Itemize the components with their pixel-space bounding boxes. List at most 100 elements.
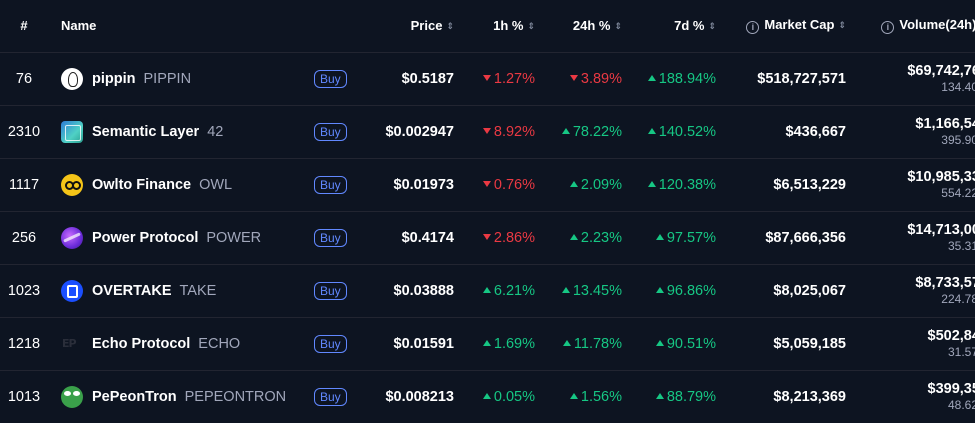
buy-button[interactable]: Buy xyxy=(314,281,347,300)
info-icon[interactable]: i xyxy=(881,21,895,35)
change-24h-cell: 1.56% xyxy=(535,370,622,423)
change-7d-header-label: 7d % xyxy=(674,18,705,34)
triangle-up-icon xyxy=(569,392,578,399)
table-row[interactable]: 1023 OVERTAKE TAKE Buy $0.03888 6.21% 13… xyxy=(0,264,975,317)
triangle-up-icon xyxy=(482,392,491,399)
coin-name[interactable]: Power Protocol xyxy=(92,229,199,246)
buy-cell: Buy xyxy=(314,370,353,423)
market-cap-cell: $8,025,067 xyxy=(716,264,846,317)
rank-value: 2310 xyxy=(7,123,41,140)
rank-header-label: # xyxy=(20,18,28,34)
name-cell[interactable]: Power Protocol POWER xyxy=(48,211,314,264)
buy-cell: Buy xyxy=(314,52,353,105)
triangle-up-icon xyxy=(482,339,491,346)
change-up: 96.86% xyxy=(655,282,716,299)
change-24h-cell: 2.23% xyxy=(535,211,622,264)
change-7d-value: 88.79% xyxy=(666,388,716,405)
table-body: 76 pippin PIPPIN Buy $0.5187 1.27% 3.89%… xyxy=(0,52,975,423)
volume-cell: $10,985,330 554.22M xyxy=(846,158,975,211)
change-up: 2.09% xyxy=(569,177,622,193)
change-up: 120.38% xyxy=(647,177,716,193)
price-header[interactable]: Price ⇕ xyxy=(353,0,454,52)
price-cell: $0.03888 xyxy=(353,264,454,317)
market-cap-cell: $5,059,185 xyxy=(716,317,846,370)
change-7d-value: 140.52% xyxy=(658,123,716,140)
coin-name[interactable]: OVERTAKE xyxy=(92,282,172,299)
change-up: 1.69% xyxy=(482,336,535,352)
change-up: 140.52% xyxy=(647,123,716,140)
triangle-up-icon xyxy=(569,233,578,240)
buy-button[interactable]: Buy xyxy=(314,175,347,194)
volume-cell: $399,350 48.62M xyxy=(846,370,975,423)
change-7d-value: 90.51% xyxy=(666,335,716,352)
volume-token-value: 134.40M xyxy=(941,80,975,94)
rank-value: 1117 xyxy=(8,176,40,193)
power-logo-icon xyxy=(61,226,83,249)
table-row[interactable]: 256 Power Protocol POWER Buy $0.4174 2.8… xyxy=(0,211,975,264)
rank-value: 76 xyxy=(15,70,33,87)
market-cap-value: $8,213,369 xyxy=(773,388,846,405)
change-down: 2.86% xyxy=(482,230,535,246)
market-cap-value: $5,059,185 xyxy=(773,335,846,352)
buy-button[interactable]: Buy xyxy=(314,228,347,247)
name-cell[interactable]: Semantic Layer 42 xyxy=(48,105,314,158)
coin-symbol: 42 xyxy=(207,123,224,140)
table-row[interactable]: 1013 PePeonTron PEPEONTRON Buy $0.008213… xyxy=(0,370,975,423)
buy-cell: Buy xyxy=(314,211,353,264)
volume-value: $502,840 xyxy=(927,328,975,344)
change-7d-header[interactable]: 7d % ⇕ xyxy=(622,0,716,52)
rank-cell: 76 xyxy=(0,52,48,105)
buy-button[interactable]: Buy xyxy=(314,334,347,353)
volume-value: $399,350 xyxy=(927,381,975,397)
coin-name[interactable]: Owlto Finance xyxy=(92,176,192,193)
name-header[interactable]: Name xyxy=(48,0,314,52)
name-header-label: Name xyxy=(61,18,97,34)
coin-name[interactable]: Semantic Layer xyxy=(92,123,200,140)
table-row[interactable]: 1218 Echo Protocol ECHO Buy $0.01591 1.6… xyxy=(0,317,975,370)
name-cell[interactable]: PePeonTron PEPEONTRON xyxy=(48,370,314,423)
change-up: 78.22% xyxy=(561,124,622,140)
market-cap-header[interactable]: i Market Cap ⇕ xyxy=(716,0,846,52)
change-1h-header[interactable]: 1h % ⇕ xyxy=(454,0,535,52)
change-1h-cell: 0.05% xyxy=(454,370,535,423)
buy-button[interactable]: Buy xyxy=(314,69,347,88)
rank-header[interactable]: # xyxy=(0,0,48,52)
coin-name[interactable]: Echo Protocol xyxy=(92,335,191,352)
volume-header-label: Volume(24h) xyxy=(899,17,975,33)
coin-name[interactable]: PePeonTron xyxy=(92,388,177,405)
triangle-down-icon xyxy=(482,127,491,134)
market-cap-cell: $87,666,356 xyxy=(716,211,846,264)
name-cell[interactable]: Echo Protocol ECHO xyxy=(48,317,314,370)
change-1h-cell: 1.27% xyxy=(454,52,535,105)
table-row[interactable]: 2310 Semantic Layer 42 Buy $0.002947 8.9… xyxy=(0,105,975,158)
rank-value: 1013 xyxy=(7,388,41,405)
table-row[interactable]: 1117 Owlto Finance OWL Buy $0.01973 0.76… xyxy=(0,158,975,211)
change-24h-header[interactable]: 24h % ⇕ xyxy=(535,0,622,52)
sort-icon: ⇕ xyxy=(838,20,846,31)
table-row[interactable]: 76 pippin PIPPIN Buy $0.5187 1.27% 3.89%… xyxy=(0,52,975,105)
change-24h-value: 11.78% xyxy=(573,335,622,352)
info-icon[interactable]: i xyxy=(746,21,760,35)
volume-value: $8,733,574 xyxy=(915,275,975,291)
coin-name[interactable]: pippin xyxy=(92,70,136,87)
change-up: 0.05% xyxy=(482,389,535,405)
overtake-logo-icon xyxy=(61,279,83,302)
name-cell[interactable]: Owlto Finance OWL xyxy=(48,158,314,211)
triangle-up-icon xyxy=(561,286,570,293)
buy-button[interactable]: Buy xyxy=(314,122,347,141)
volume-token-value: 31.57M xyxy=(947,345,975,359)
coin-symbol: PEPEONTRON xyxy=(184,388,287,405)
volume-value: $69,742,762 xyxy=(907,63,975,79)
name-cell[interactable]: pippin PIPPIN xyxy=(48,52,314,105)
buy-button[interactable]: Buy xyxy=(314,387,347,406)
pepe-logo-icon xyxy=(61,385,83,408)
change-1h-cell: 6.21% xyxy=(454,264,535,317)
change-up: 13.45% xyxy=(561,283,622,299)
change-7d-value: 96.86% xyxy=(666,282,716,299)
change-24h-cell: 2.09% xyxy=(535,158,622,211)
market-cap-value: $87,666,356 xyxy=(765,229,846,246)
coin-symbol: PIPPIN xyxy=(143,70,192,87)
name-cell[interactable]: OVERTAKE TAKE xyxy=(48,264,314,317)
